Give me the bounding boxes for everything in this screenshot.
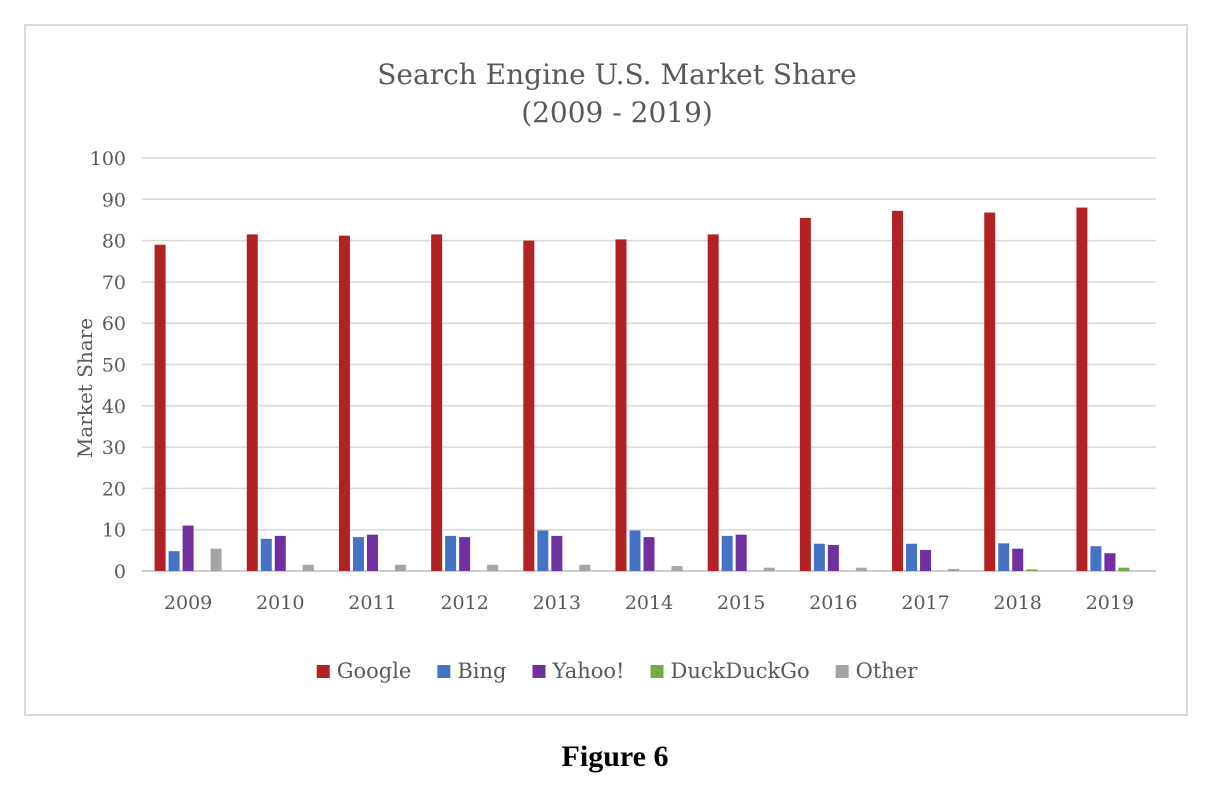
x-tick-label: 2016 xyxy=(809,592,857,614)
chart-subtitle: (2009 - 2019) xyxy=(521,96,713,129)
y-tick-label: 80 xyxy=(102,231,126,253)
figure-caption: Figure 6 xyxy=(561,740,669,773)
legend-swatch xyxy=(437,665,451,678)
bar-yahoo-2019 xyxy=(1104,553,1116,571)
bar-bing-2010 xyxy=(260,538,272,571)
bar-google-2014 xyxy=(615,239,627,571)
x-tick-label: 2012 xyxy=(440,592,488,614)
legend-swatch xyxy=(532,665,546,678)
bar-yahoo-2011 xyxy=(366,534,378,571)
legend-item-bing: Bing xyxy=(437,659,506,683)
bar-bing-2009 xyxy=(168,551,180,571)
bar-google-2009 xyxy=(154,244,166,572)
bar-yahoo-2014 xyxy=(643,537,655,571)
legend-label: Yahoo! xyxy=(551,659,624,683)
bar-google-2010 xyxy=(246,234,258,571)
y-tick-label: 0 xyxy=(114,561,126,583)
gridlines xyxy=(142,157,1156,572)
bar-bing-2012 xyxy=(445,535,457,571)
x-tick-label: 2017 xyxy=(901,592,949,614)
legend-label: Other xyxy=(856,659,919,683)
y-tick-label: 50 xyxy=(102,355,126,377)
x-tick-label: 2013 xyxy=(533,592,581,614)
x-tick-label: 2010 xyxy=(256,592,304,614)
bar-yahoo-2009 xyxy=(182,525,194,571)
legend-swatch xyxy=(835,665,849,678)
bar-google-2012 xyxy=(431,234,443,571)
bar-bing-2014 xyxy=(629,530,641,571)
bar-bing-2015 xyxy=(721,535,733,571)
y-tick-label: 10 xyxy=(102,520,126,542)
bar-other-2015 xyxy=(763,567,775,571)
bar-google-2019 xyxy=(1076,207,1088,571)
bar-yahoo-2018 xyxy=(1012,548,1024,571)
bar-google-2018 xyxy=(984,212,996,572)
chart-frame: Search Engine U.S. Market Share (2009 - … xyxy=(24,24,1188,716)
x-tick-label: 2009 xyxy=(164,592,212,614)
bar-bing-2016 xyxy=(813,543,825,571)
bar-bing-2018 xyxy=(998,543,1010,571)
legend-label: Bing xyxy=(457,659,506,683)
bar-bing-2013 xyxy=(537,530,549,571)
bar-bing-2011 xyxy=(352,537,364,571)
y-tick-label: 70 xyxy=(102,272,126,294)
bar-other-2009 xyxy=(210,548,222,571)
y-tick-label: 90 xyxy=(102,189,126,211)
legend-label: DuckDuckGo xyxy=(671,659,810,683)
chart-title: Search Engine U.S. Market Share xyxy=(377,58,857,91)
bar-other-2010 xyxy=(302,564,314,571)
bar-other-2011 xyxy=(394,564,406,571)
y-tick-label: 100 xyxy=(90,148,126,170)
bar-yahoo-2016 xyxy=(827,544,839,571)
y-axis-label: Market Share xyxy=(73,318,97,458)
y-tick-label: 30 xyxy=(102,437,126,459)
bar-google-2015 xyxy=(707,234,719,571)
chart: Search Engine U.S. Market Share (2009 - … xyxy=(73,58,1156,683)
bar-yahoo-2012 xyxy=(459,537,471,571)
y-tick-label: 60 xyxy=(102,313,126,335)
bar-google-2011 xyxy=(338,235,350,572)
bar-google-2017 xyxy=(892,210,904,571)
bar-other-2017 xyxy=(948,568,960,571)
bar-yahoo-2010 xyxy=(274,535,286,571)
y-tick-label: 40 xyxy=(102,396,126,418)
bar-google-2013 xyxy=(523,240,535,571)
bar-other-2014 xyxy=(671,566,683,571)
legend-item-duckduckgo: DuckDuckGo xyxy=(650,659,810,683)
bar-bing-2017 xyxy=(906,543,918,571)
legend-label: Google xyxy=(337,659,412,683)
bar-other-2012 xyxy=(487,564,499,571)
bar-duckduckgo-2018 xyxy=(1026,569,1038,571)
bar-other-2013 xyxy=(579,564,591,571)
x-tick-label: 2019 xyxy=(1086,592,1134,614)
legend-swatch xyxy=(650,665,664,678)
x-tick-label: 2014 xyxy=(625,592,673,614)
bar-yahoo-2017 xyxy=(920,549,932,571)
bar-other-2016 xyxy=(855,567,867,571)
legend-item-yahoo: Yahoo! xyxy=(532,659,625,683)
x-tick-label: 2011 xyxy=(348,592,396,614)
x-tick-label: 2018 xyxy=(994,592,1042,614)
bar-yahoo-2015 xyxy=(735,534,747,571)
legend: Google Bing Yahoo! DuckDuckGo Other xyxy=(316,659,919,683)
bar-google-2016 xyxy=(799,217,811,571)
tick-labels: 0 10 20 30 40 50 60 70 80 90 100 2009 2010 2011 2012 20… xyxy=(90,148,1134,614)
legend-swatch xyxy=(316,665,330,678)
bar-bing-2019 xyxy=(1090,546,1102,571)
bar-duckduckgo-2019 xyxy=(1118,567,1130,571)
bars xyxy=(154,207,1130,572)
legend-item-google: Google xyxy=(316,659,412,683)
bar-yahoo-2013 xyxy=(551,535,563,571)
y-tick-label: 20 xyxy=(102,478,126,500)
x-tick-label: 2015 xyxy=(717,592,765,614)
legend-item-other: Other xyxy=(835,659,919,683)
